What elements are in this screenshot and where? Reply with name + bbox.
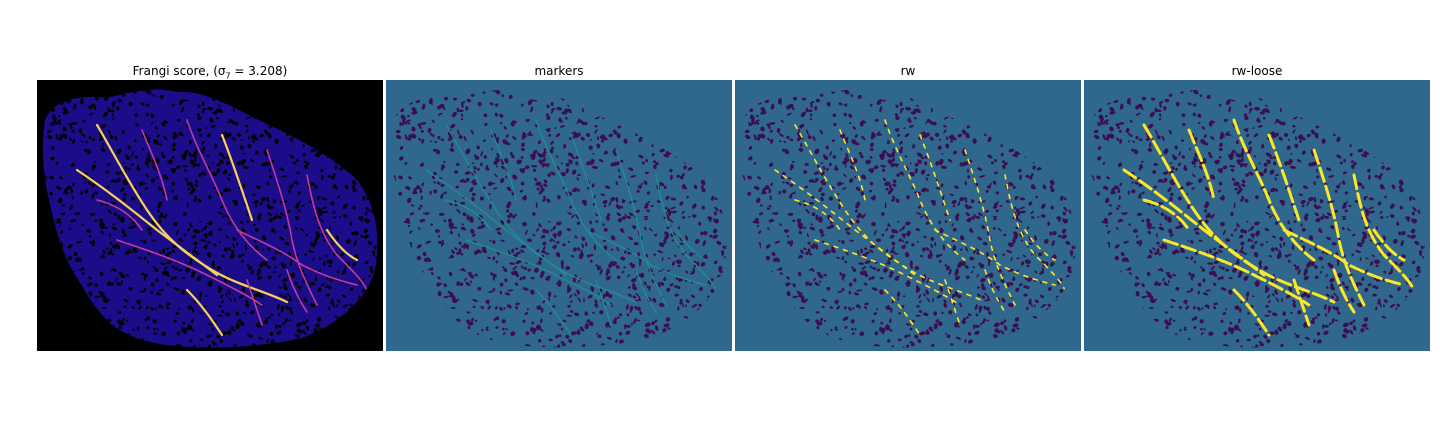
panel-title-rw: rw [900,64,916,78]
vessel-segment [75,168,219,277]
vessel-segment [185,288,224,337]
vessel-segment [1142,198,1191,232]
vessel-segment [570,134,602,221]
vessel-segment [1292,278,1311,327]
vessel-segment [425,169,567,276]
tissue-region [42,89,378,348]
vessel-segment [116,239,263,306]
vessel-segment [1267,133,1301,222]
vessel-segment [445,199,492,231]
vessel-segment [141,129,168,201]
vessel-segment [774,169,916,276]
panel-svg [386,80,732,351]
rw-loose-image [1084,80,1430,351]
vessel-segment [465,239,612,306]
panel-title-rw-loose: rw-loose [1231,64,1283,78]
vessel-network [1122,118,1416,337]
vessel-network [774,119,1066,336]
tissue-region [740,89,1076,348]
vessel-segment [615,149,667,306]
vessel-segment [794,124,986,303]
vessel-segment [96,199,143,231]
vessel-segment [984,269,1006,313]
vessel-segment [1187,128,1216,202]
vessel-segment [325,228,359,262]
vessel-segment [286,269,308,313]
vessel-segment [1332,268,1356,314]
vessel-segment [1024,229,1056,261]
tissue-region [1089,89,1425,348]
vessel-segment [1122,168,1266,277]
panel-title-markers: markers [534,64,584,78]
vessel-segment [675,229,707,261]
frangi-score-image [37,80,383,351]
vessel-segment [655,174,717,291]
vessel-segment [1352,173,1416,292]
vessel-segment [490,129,517,201]
vessel-segment [1282,228,1406,287]
vessel-segment [1232,288,1271,337]
vessel-segment [266,149,318,306]
vessel-segment [595,279,612,326]
vessel-segment [1232,118,1316,262]
vessel-segment [934,229,1056,286]
vessel-segment [220,133,254,222]
vessel-segment [964,149,1016,306]
vessel-segment [884,289,921,336]
vessel-network [425,119,717,336]
markers-image [386,80,732,351]
vessel-segment [1162,238,1311,307]
vessel-segment [814,239,961,306]
vessel-segment [246,279,263,326]
rw-image [735,80,1081,351]
vessel-segment [1004,174,1066,291]
vessel-segment [186,119,268,261]
vessel-segment [919,134,951,221]
vessel-segment [535,119,617,261]
vessel-segment [944,279,961,326]
vessel-segment [794,199,841,231]
panel-svg [1084,80,1430,351]
panel-svg [735,80,1081,351]
vessel-segment [585,229,707,286]
panel-title-frangi: Frangi score, (σ7 = 3.208) [132,64,288,81]
tissue-region [391,89,727,348]
vessel-segment [884,119,966,261]
vessel-segment [635,269,657,313]
vessel-segment [1372,228,1406,262]
vessel-segment [306,174,368,291]
vessel-segment [1312,148,1366,307]
vessel-network [75,119,368,337]
vessel-segment [236,229,358,286]
vessel-segment [535,289,572,336]
panel-svg [37,80,383,351]
